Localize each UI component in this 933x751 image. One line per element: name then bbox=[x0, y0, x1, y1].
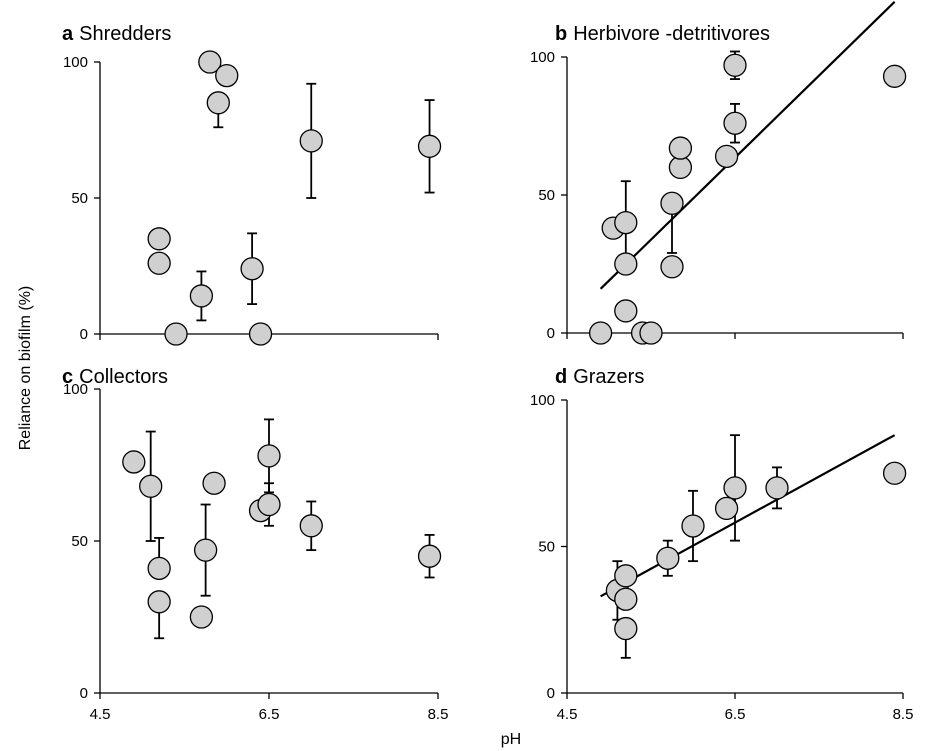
panel-letter: d bbox=[555, 366, 567, 388]
panel-d: d Grazers 0 50 100 4.5 6.5 8.5 bbox=[530, 366, 913, 723]
data-point bbox=[614, 252, 638, 276]
data-point bbox=[681, 514, 705, 538]
data-point bbox=[614, 299, 638, 323]
data-point bbox=[202, 471, 226, 495]
data-point bbox=[215, 63, 239, 88]
y-tick-label: 100 bbox=[530, 49, 555, 66]
panel-title: b Herbivore -detritivores bbox=[555, 23, 770, 45]
y-tick-label: 50 bbox=[538, 187, 555, 204]
data-point bbox=[139, 474, 163, 498]
data-point bbox=[714, 144, 739, 169]
data-point bbox=[257, 492, 281, 517]
data-point bbox=[147, 227, 171, 251]
x-tick-label: 8.5 bbox=[428, 706, 449, 723]
data-point bbox=[614, 587, 638, 611]
panel-name: Grazers bbox=[573, 366, 644, 388]
data-point bbox=[198, 50, 222, 74]
data-point bbox=[189, 605, 214, 629]
x-tick-label: 4.5 bbox=[90, 706, 111, 723]
data-point bbox=[660, 191, 684, 215]
y-tick-label: 100 bbox=[63, 381, 88, 398]
y-tick-label: 50 bbox=[71, 190, 88, 207]
x-axis-title: pH bbox=[501, 731, 521, 748]
data-point bbox=[723, 476, 747, 500]
y-tick-label: 0 bbox=[80, 326, 88, 343]
panel-title: a Shredders bbox=[62, 23, 171, 45]
data-point bbox=[660, 255, 684, 279]
data-point bbox=[248, 322, 273, 346]
data-point bbox=[417, 544, 442, 568]
y-tick-label: 100 bbox=[530, 392, 555, 409]
data-point bbox=[723, 111, 747, 135]
trend-line bbox=[599, 1, 896, 290]
data-point bbox=[206, 91, 230, 115]
panel-title: c Collectors bbox=[62, 366, 168, 388]
data-point bbox=[417, 134, 442, 158]
data-point bbox=[147, 251, 171, 275]
y-tick-label: 0 bbox=[547, 685, 555, 702]
panel-c: c Collectors 0 50 100 4.5 6.5 8.5 bbox=[62, 366, 448, 723]
data-point bbox=[147, 556, 171, 581]
y-axis-title: Reliance on biofilm (%) bbox=[17, 286, 34, 451]
data-point bbox=[299, 514, 323, 538]
data-point bbox=[668, 136, 693, 160]
panel-name: Shredders bbox=[79, 23, 171, 45]
panel-title: d Grazers bbox=[555, 366, 644, 388]
y-tick-label: 0 bbox=[80, 685, 88, 702]
data-point bbox=[723, 53, 747, 77]
x-tick-label: 6.5 bbox=[259, 706, 280, 723]
panel-a: a Shredders 0 50 100 bbox=[62, 23, 442, 346]
y-tick-label: 50 bbox=[538, 539, 555, 556]
data-point bbox=[193, 538, 218, 562]
data-point bbox=[147, 590, 171, 614]
data-point bbox=[714, 496, 739, 521]
data-point bbox=[164, 322, 188, 346]
data-point bbox=[765, 476, 789, 500]
data-point bbox=[257, 444, 281, 468]
y-tick-label: 0 bbox=[547, 325, 555, 342]
data-point bbox=[122, 450, 146, 474]
data-point bbox=[240, 257, 264, 281]
data-point bbox=[882, 461, 907, 485]
data-point bbox=[882, 64, 907, 88]
trend-line bbox=[600, 434, 896, 598]
panel-letter: a bbox=[62, 23, 74, 45]
y-tick-label: 100 bbox=[63, 54, 88, 71]
data-point bbox=[299, 129, 323, 153]
data-point bbox=[588, 321, 613, 345]
x-tick-label: 6.5 bbox=[725, 706, 746, 723]
data-point bbox=[614, 210, 638, 235]
x-tick-label: 4.5 bbox=[557, 706, 578, 723]
data-point bbox=[614, 616, 638, 641]
x-tick-label: 8.5 bbox=[893, 706, 914, 723]
data-point bbox=[614, 564, 638, 588]
panel-b: b Herbivore -detritivores 0 50 100 bbox=[530, 1, 907, 345]
data-point bbox=[656, 546, 680, 570]
panel-letter: b bbox=[555, 23, 567, 45]
data-point bbox=[639, 321, 663, 345]
panel-letter: c bbox=[62, 366, 73, 388]
panel-name: Herbivore -detritivores bbox=[573, 23, 770, 45]
data-point bbox=[189, 284, 214, 308]
y-tick-label: 50 bbox=[71, 533, 88, 550]
panel-name: Collectors bbox=[79, 366, 168, 388]
